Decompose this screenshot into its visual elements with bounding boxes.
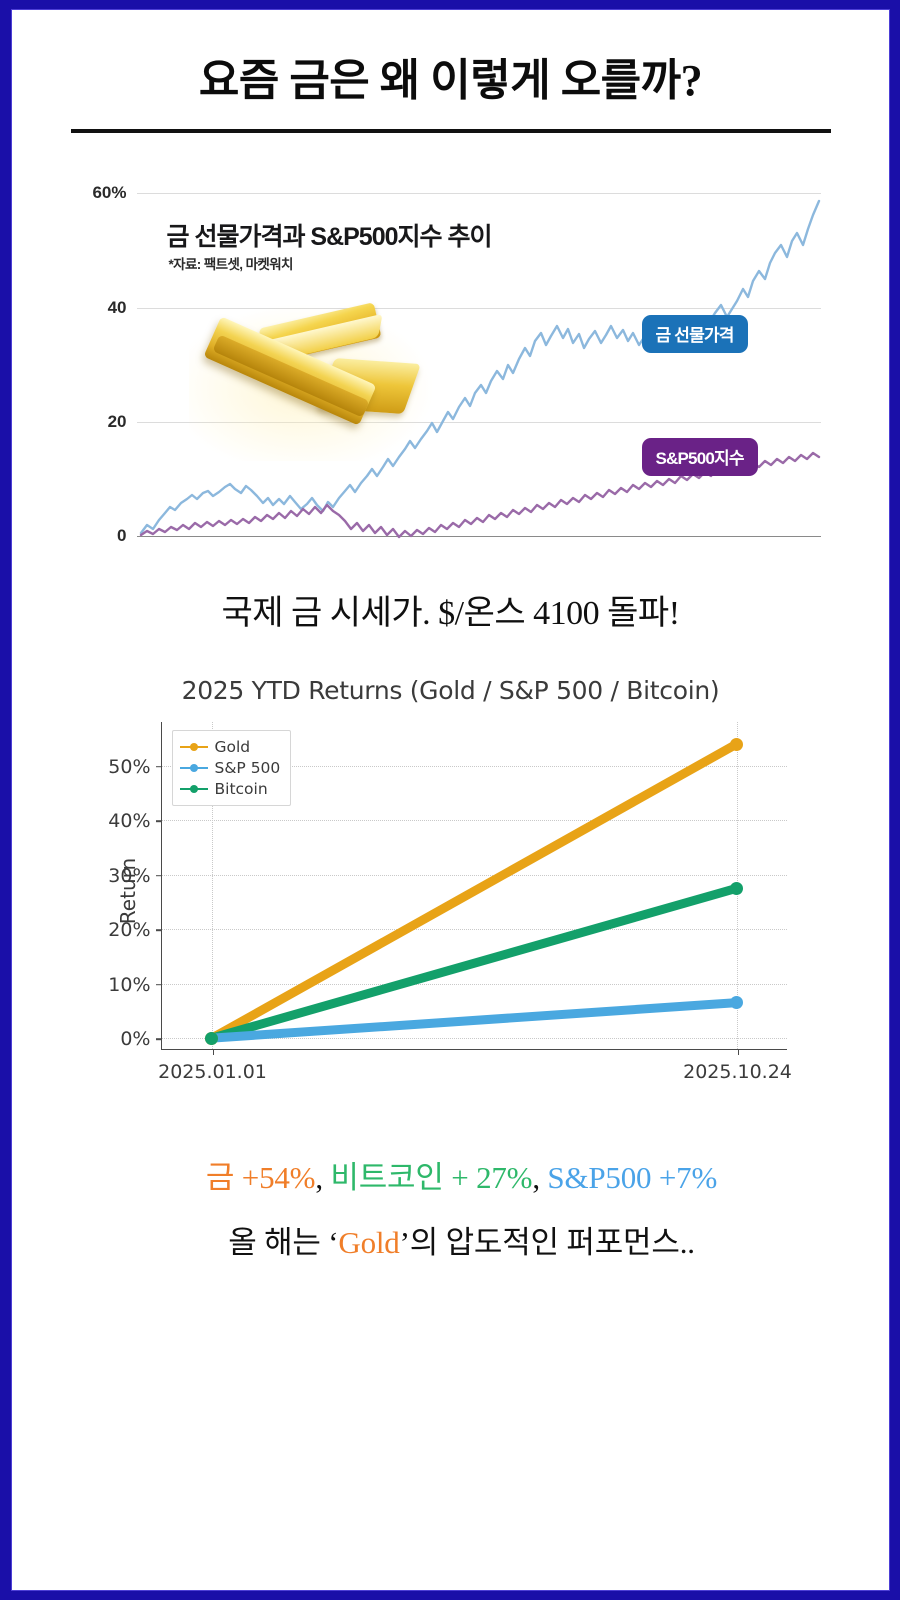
ytd-y-tick-40: 40% <box>108 810 151 833</box>
footer-bitcoin-return: 비트코인 + 27% <box>330 1160 533 1196</box>
ytd-x-tick-end: 2025.10.24 <box>683 1061 792 1084</box>
ytd-y-tick-20: 20% <box>108 919 151 942</box>
marker-gold-end <box>730 737 743 751</box>
ytd-gridline-40: 40% <box>108 810 787 832</box>
footer-sep-2: , <box>532 1160 548 1196</box>
ytd-tickmark-0 <box>155 1038 162 1041</box>
ytd-legend: Gold S&P 500 Bitcoin <box>171 730 292 807</box>
legend-label-sp500: S&P 500 <box>214 758 281 777</box>
gridline-20: 20 <box>108 412 821 431</box>
footer-sep-1: , <box>315 1160 331 1196</box>
mid-caption: 국제 금 시세가. $/온스 4100 돌파! <box>221 595 680 633</box>
footer-gold-word: Gold <box>338 1225 400 1261</box>
footer-conclusion-line: 올 해는 ‘Gold’의 압도적인 퍼포먼스.. <box>34 1217 889 1262</box>
ytd-gridline-0: 0% <box>120 1028 787 1050</box>
ytd-y-tick-10: 10% <box>108 973 151 996</box>
ytd-tickmark-10 <box>155 984 162 986</box>
ytd-gridline-x-start: 2025.01.01 <box>158 722 267 1083</box>
ytd-tickmark-40 <box>155 820 162 823</box>
legend-swatch-sp500-icon <box>179 762 208 774</box>
y-tick-0: 0 <box>117 525 127 545</box>
series-line-sp500 <box>212 1003 737 1038</box>
marker-bitcoin-start <box>205 1031 218 1045</box>
ytd-x-tickmark-end <box>737 1049 740 1056</box>
ytd-series-svg <box>162 722 787 1049</box>
gold-vs-sp500-clipping-chart: 60% 40 20 0 금 선물가 <box>80 183 821 560</box>
title-divider <box>70 129 831 134</box>
ytd-y-tick-0: 0% <box>120 1028 151 1051</box>
footer-returns-line: 금 +54%, 비트코인 + 27%, S&P500 +7% <box>34 1152 889 1197</box>
legend-swatch-gold-icon <box>179 741 208 753</box>
ytd-gridline-20: 20% <box>108 919 787 941</box>
y-tick-60: 60% <box>92 183 127 203</box>
ytd-plot-area: 50% 40% 30% 20% 10% <box>108 722 792 1083</box>
ytd-y-tick-50: 50% <box>108 755 151 778</box>
footer-summary: 금 +54%, 비트코인 + 27%, S&P500 +7% 올 해는 ‘Gol… <box>12 1152 889 1262</box>
page-title: 요즘 금은 왜 이렇게 오를까? <box>198 56 703 105</box>
ytd-x-tickmark-start <box>212 1049 215 1056</box>
clipping-chart-title: 금 선물가격과 S&P500지수 추이 <box>166 223 493 252</box>
series-line-gold <box>212 744 737 1038</box>
clipping-chart-source: *자료: 팩트셋, 마켓워치 <box>168 257 294 273</box>
ytd-tickmark-20 <box>155 929 162 932</box>
gold-bars-image <box>188 301 439 462</box>
footer-sp500-return: S&P500 +7% <box>547 1160 718 1196</box>
legend-swatch-bitcoin-icon <box>179 783 208 795</box>
gridline-40: 40 <box>108 298 821 317</box>
legend-item-gold: Gold <box>179 736 281 757</box>
ytd-chart-title: 2025 YTD Returns (Gold / S&P 500 / Bitco… <box>181 676 720 706</box>
ytd-gridline-50: 50% <box>108 756 787 778</box>
marker-sp500-end <box>730 996 743 1010</box>
gridline-60: 60% <box>92 183 821 202</box>
footer-conclusion-post: ’의 압도적인 퍼포먼스.. <box>399 1225 695 1261</box>
gridline-zero: 0 <box>117 526 821 545</box>
clipping-plot-area: 60% 40 20 0 금 선물가 <box>92 183 821 545</box>
legend-item-sp500: S&P 500 <box>179 757 281 778</box>
series-line-bitcoin <box>212 888 737 1038</box>
legend-item-bitcoin: Bitcoin <box>179 778 281 799</box>
ytd-tickmark-30 <box>155 875 162 877</box>
y-tick-40: 40 <box>107 297 127 317</box>
legend-badge-sp500: S&P500지수 <box>641 438 758 477</box>
marker-bitcoin-end <box>730 881 743 895</box>
ytd-returns-chart: 2025 YTD Returns (Gold / S&P 500 / Bitco… <box>81 676 821 1106</box>
y-tick-20: 20 <box>107 412 127 432</box>
ytd-gridline-30: 30% <box>108 865 787 887</box>
ytd-tickmark-50 <box>155 766 162 768</box>
page-content: 요즘 금은 왜 이렇게 오를까? 60% 40 20 0 <box>11 9 890 1591</box>
legend-badge-gold-futures: 금 선물가격 <box>641 315 748 354</box>
legend-label-gold: Gold <box>214 737 251 756</box>
legend-label-bitcoin: Bitcoin <box>214 779 268 798</box>
footer-conclusion-pre: 올 해는 ‘ <box>228 1225 339 1261</box>
ytd-x-tick-start: 2025.01.01 <box>158 1061 267 1084</box>
footer-gold-return: 금 +54% <box>205 1160 316 1196</box>
ytd-gridline-10: 10% <box>108 974 787 996</box>
ytd-y-tick-30: 30% <box>108 864 151 887</box>
